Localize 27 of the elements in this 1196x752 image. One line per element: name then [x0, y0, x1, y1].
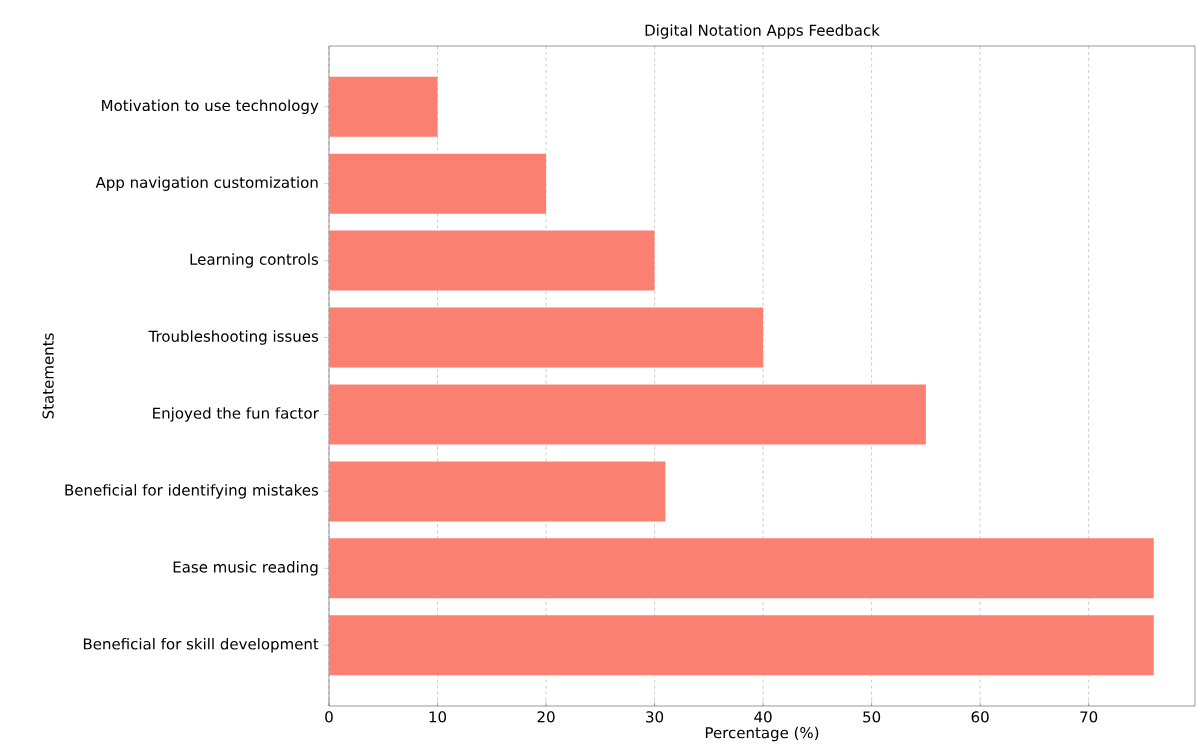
x-tick-label: 50	[863, 711, 881, 723]
chart-title: Digital Notation Apps Feedback	[645, 24, 880, 39]
bar	[329, 230, 655, 291]
y-tick-label: Beneficial for identifying mistakes	[65, 484, 319, 499]
y-tick-label: App navigation customization	[95, 176, 318, 191]
x-tick-label: 70	[1080, 711, 1098, 723]
y-tick-label: Beneficial for skill development	[83, 637, 319, 653]
y-axis-title: Statements	[42, 333, 54, 419]
bar	[329, 153, 547, 214]
bar	[329, 615, 1154, 676]
x-tick-label: 0	[325, 711, 333, 723]
y-tick-label: Enjoyed the fun factor	[153, 407, 319, 422]
bar	[329, 76, 438, 137]
x-tick-label: 60	[971, 711, 989, 723]
y-tick-label: Motivation to use technology	[102, 99, 319, 115]
bar	[329, 538, 1154, 599]
y-tick-label: Troubleshooting issues	[148, 330, 319, 345]
x-tick-label: 10	[429, 711, 447, 723]
y-tick-label: Ease music reading	[173, 561, 318, 576]
bar	[329, 307, 764, 368]
bar	[329, 384, 926, 445]
x-tick-label: 30	[646, 711, 664, 723]
x-tick-label: 40	[754, 711, 772, 723]
bar	[329, 461, 666, 522]
y-tick-label: Learning controls	[190, 253, 319, 268]
x-tick-label: 20	[537, 711, 555, 723]
x-axis-title: Percentage (%)	[705, 726, 819, 742]
